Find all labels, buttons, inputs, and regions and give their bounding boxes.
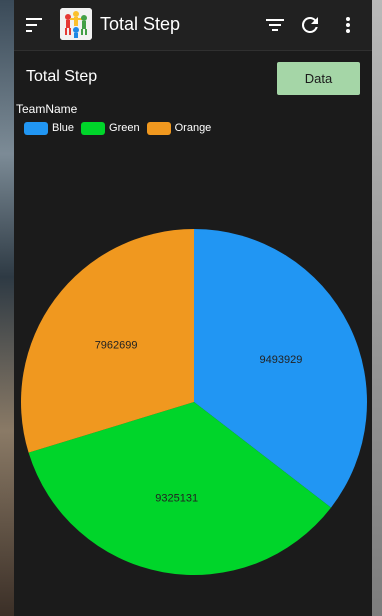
legend-swatch-blue bbox=[24, 121, 48, 135]
legend-label-green: Green bbox=[109, 122, 140, 134]
app-logo bbox=[60, 8, 92, 40]
legend-label-orange: Orange bbox=[174, 122, 212, 134]
legend-title: TeamName bbox=[16, 102, 78, 116]
legend-label-blue: Blue bbox=[52, 122, 75, 134]
pie-chart: 9493929 9325131 7962699 bbox=[21, 229, 368, 575]
legend-swatch-green bbox=[81, 121, 106, 135]
filter-icon[interactable] bbox=[264, 16, 286, 34]
background-left-edge bbox=[0, 0, 14, 616]
pie-slice-blue[interactable] bbox=[194, 229, 368, 508]
background-right-edge bbox=[372, 0, 382, 616]
more-vert-icon[interactable] bbox=[340, 13, 356, 37]
hamburger-menu-icon[interactable] bbox=[24, 16, 44, 34]
legend-swatch-orange bbox=[146, 121, 171, 135]
legend-item-green: Green bbox=[81, 121, 140, 135]
toolbar: Total Step bbox=[14, 0, 372, 51]
legend-item-blue: Blue bbox=[24, 121, 75, 135]
pie-slice-green[interactable] bbox=[28, 402, 332, 575]
refresh-icon[interactable] bbox=[298, 13, 322, 37]
app-title: Total Step bbox=[100, 14, 181, 34]
chart-legend: Blue Green Orange bbox=[24, 121, 218, 135]
pie-label-blue: 9493929 bbox=[260, 354, 303, 366]
pie-slice-orange[interactable] bbox=[21, 229, 195, 453]
data-button[interactable]: Data bbox=[277, 62, 360, 95]
app-window: Total Step Total Step Data TeamName Blue… bbox=[14, 0, 372, 616]
pie-label-orange: 7962699 bbox=[95, 339, 138, 351]
legend-item-orange: Orange bbox=[146, 121, 212, 135]
pie-label-green: 9325131 bbox=[155, 492, 198, 504]
section-title: Total Step bbox=[26, 68, 98, 85]
